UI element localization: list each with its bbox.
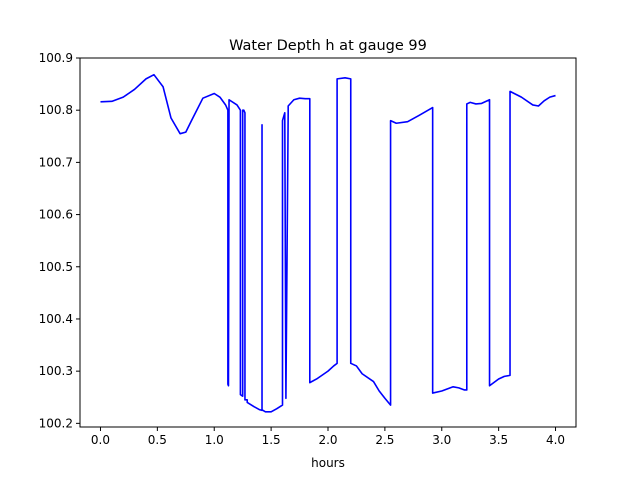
- y-tick-label: 100.4: [39, 312, 73, 326]
- x-tick-label: 0.5: [148, 433, 167, 447]
- y-tick-label: 100.2: [39, 416, 73, 430]
- y-tick-label: 100.9: [39, 51, 73, 65]
- y-axis: 100.2 100.3 100.4 100.5 100.6 100.7 100.8 100.9: [39, 51, 80, 430]
- x-tick-label: 1.5: [262, 433, 281, 447]
- y-tick-label: 100.3: [39, 364, 73, 378]
- chart-title: Water Depth h at gauge 99: [229, 38, 427, 54]
- x-tick-label: 2.0: [318, 433, 337, 447]
- y-tick-label: 100.5: [39, 260, 73, 274]
- x-axis: 0.0 0.5 1.0 1.5 2.0 2.5 3.0 3.5 4.0: [91, 427, 565, 447]
- y-tick-label: 100.6: [39, 208, 73, 222]
- x-tick-label: 3.0: [432, 433, 451, 447]
- x-tick-label: 3.5: [489, 433, 508, 447]
- y-tick-label: 100.8: [39, 103, 73, 117]
- x-tick-label: 4.0: [546, 433, 565, 447]
- x-tick-label: 1.0: [205, 433, 224, 447]
- y-tick-label: 100.7: [39, 155, 73, 169]
- x-axis-label: hours: [311, 456, 345, 470]
- x-tick-label: 2.5: [375, 433, 394, 447]
- x-tick-label: 0.0: [91, 433, 110, 447]
- series-line-0: [100, 73, 556, 413]
- plot-layer: [100, 73, 556, 413]
